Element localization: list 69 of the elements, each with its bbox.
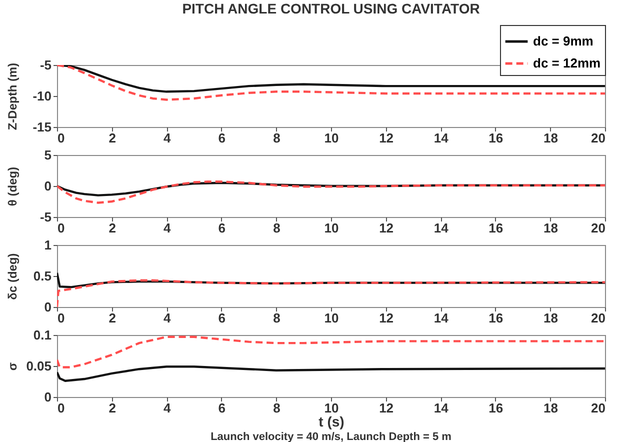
y-tick-label: -5 bbox=[40, 58, 52, 72]
x-tick-label: 4 bbox=[163, 400, 172, 416]
y-tick-label: 0 bbox=[44, 390, 52, 404]
chart-title: PITCH ANGLE CONTROL USING CAVITATOR bbox=[182, 0, 480, 16]
text: Launch velocity = 40 m/s, Launch Depth = 5 m bbox=[210, 431, 452, 442]
x-tick-label: 18 bbox=[543, 310, 558, 326]
x-tick-label: 6 bbox=[218, 310, 226, 326]
x-tick-label: 8 bbox=[273, 310, 280, 326]
x-tick-label: 18 bbox=[543, 400, 558, 416]
x-tick-label: 2 bbox=[108, 220, 116, 236]
x-tick-label: 16 bbox=[488, 130, 504, 146]
x-tick-label: 6 bbox=[218, 130, 226, 146]
x-tick-label: 14 bbox=[434, 130, 450, 146]
x-tick-label: 20 bbox=[591, 130, 606, 146]
x-tick-label: 12 bbox=[379, 310, 394, 326]
y-tick-label: 0 bbox=[44, 178, 52, 194]
x-tick-label: 16 bbox=[488, 220, 504, 236]
x-tick-label: 4 bbox=[163, 130, 172, 146]
x-tick-label: 4 bbox=[163, 220, 172, 236]
legend-label: dc = 9mm bbox=[533, 34, 594, 48]
x-tick-label: 20 bbox=[591, 400, 606, 416]
x-tick-label: 12 bbox=[379, 220, 394, 236]
x-tick-label: 10 bbox=[324, 310, 339, 326]
x-tick-label: 16 bbox=[488, 310, 504, 326]
x-tick-label: 0 bbox=[58, 400, 65, 416]
x-tick-label: 20 bbox=[591, 310, 606, 326]
x-tick-label: 4 bbox=[163, 310, 172, 326]
x-tick-label: 16 bbox=[488, 400, 504, 416]
x-tick-label: 14 bbox=[434, 220, 450, 236]
x-tick-label: 10 bbox=[324, 220, 339, 236]
x-tick-label: 8 bbox=[273, 400, 280, 416]
x-tick-label: 0 bbox=[58, 310, 65, 326]
y-tick-label: 0.05 bbox=[26, 358, 52, 374]
y-tick-label: -5 bbox=[40, 210, 52, 224]
y-tick-label: 0.1 bbox=[33, 328, 52, 342]
y-tick-label: 5 bbox=[44, 148, 52, 162]
x-tick-label: 8 bbox=[273, 130, 280, 146]
x-tick-label: 2 bbox=[108, 310, 116, 326]
y-tick-label: 0.5 bbox=[33, 268, 52, 284]
y-tick-label: -10 bbox=[32, 88, 52, 104]
x-tick-label: 12 bbox=[379, 400, 394, 416]
x-tick-label: 12 bbox=[379, 130, 394, 146]
y-tick-label: 1 bbox=[44, 238, 52, 252]
line-series bbox=[57, 366, 605, 382]
line-series bbox=[57, 279, 605, 307]
x-tick-label: 2 bbox=[108, 130, 116, 146]
x-tick-label: 10 bbox=[324, 130, 339, 146]
x-tick-label: 14 bbox=[434, 310, 450, 326]
x-axis-title: t (s) bbox=[318, 414, 344, 430]
y-axis-title: δc (deg) bbox=[6, 253, 20, 300]
y-axis-title: σ bbox=[6, 362, 20, 371]
x-tick-label: 18 bbox=[543, 220, 558, 236]
x-tick-label: 8 bbox=[273, 220, 280, 236]
y-tick-label: -15 bbox=[32, 120, 52, 134]
x-tick-label: 6 bbox=[218, 220, 226, 236]
x-tick-label: 2 bbox=[108, 400, 116, 416]
x-tick-label: 0 bbox=[58, 220, 65, 236]
line-series bbox=[57, 336, 605, 368]
x-tick-label: 10 bbox=[324, 400, 339, 416]
y-axis-title: θ (deg) bbox=[6, 166, 20, 206]
x-tick-label: 14 bbox=[434, 400, 450, 416]
line-series bbox=[57, 180, 605, 204]
legend-label: dc = 12mm bbox=[533, 56, 601, 70]
x-tick-label: 18 bbox=[543, 130, 558, 146]
y-axis-title: Z-Depth (m) bbox=[6, 62, 20, 130]
x-tick-label: 20 bbox=[591, 220, 606, 236]
x-tick-label: 6 bbox=[218, 400, 226, 416]
x-tick-label: 0 bbox=[58, 130, 65, 146]
y-tick-label: 0 bbox=[44, 300, 52, 314]
